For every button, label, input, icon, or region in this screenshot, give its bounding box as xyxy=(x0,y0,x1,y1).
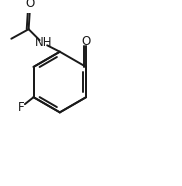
Text: O: O xyxy=(82,35,91,48)
Text: F: F xyxy=(18,101,24,114)
Text: O: O xyxy=(25,0,35,10)
Text: NH: NH xyxy=(35,36,52,49)
